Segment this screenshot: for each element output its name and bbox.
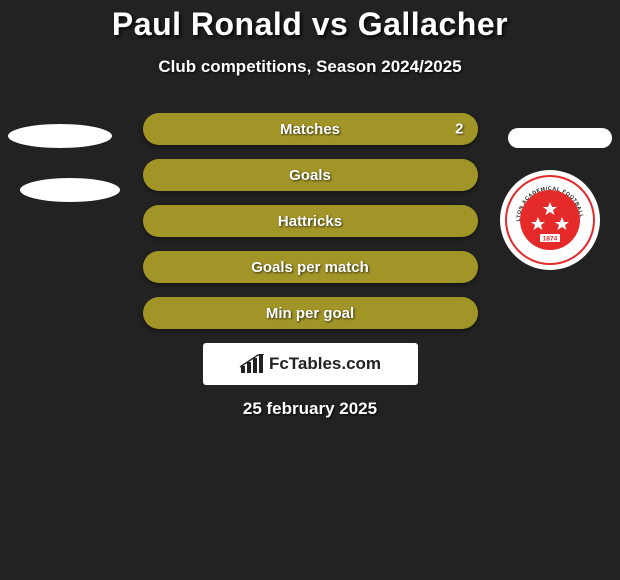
- stat-row-goals: Goals: [143, 159, 478, 191]
- stat-row-hattricks: Hattricks: [143, 205, 478, 237]
- branding-badge: FcTables.com: [203, 343, 418, 385]
- stat-row-matches: Matches 2: [143, 113, 478, 145]
- stat-label: Matches: [280, 121, 340, 138]
- date-text: 25 february 2025: [0, 399, 620, 419]
- branding-text: FcTables.com: [269, 354, 381, 374]
- stat-label: Hattricks: [278, 213, 342, 230]
- bars-icon: [239, 354, 265, 374]
- stat-row-mpg: Min per goal: [143, 297, 478, 329]
- stats-table: Matches 2 Goals Hattricks Goals per matc…: [143, 113, 478, 329]
- stat-label: Goals per match: [251, 259, 369, 276]
- club-crest-icon: HAMILTON ACADEMICAL FOOTBALL CLUB 1874: [504, 174, 596, 266]
- right-ellipse: [508, 128, 612, 148]
- subtitle: Club competitions, Season 2024/2025: [0, 57, 620, 77]
- stat-value-right: 2: [455, 121, 463, 138]
- left-ellipse-1: [8, 124, 112, 148]
- stat-row-gpm: Goals per match: [143, 251, 478, 283]
- stat-label: Goals: [289, 167, 331, 184]
- left-ellipse-2: [20, 178, 120, 202]
- page-title: Paul Ronald vs Gallacher: [0, 6, 620, 43]
- svg-text:1874: 1874: [543, 236, 558, 243]
- club-badge: HAMILTON ACADEMICAL FOOTBALL CLUB 1874: [500, 170, 600, 270]
- stat-label: Min per goal: [266, 305, 354, 322]
